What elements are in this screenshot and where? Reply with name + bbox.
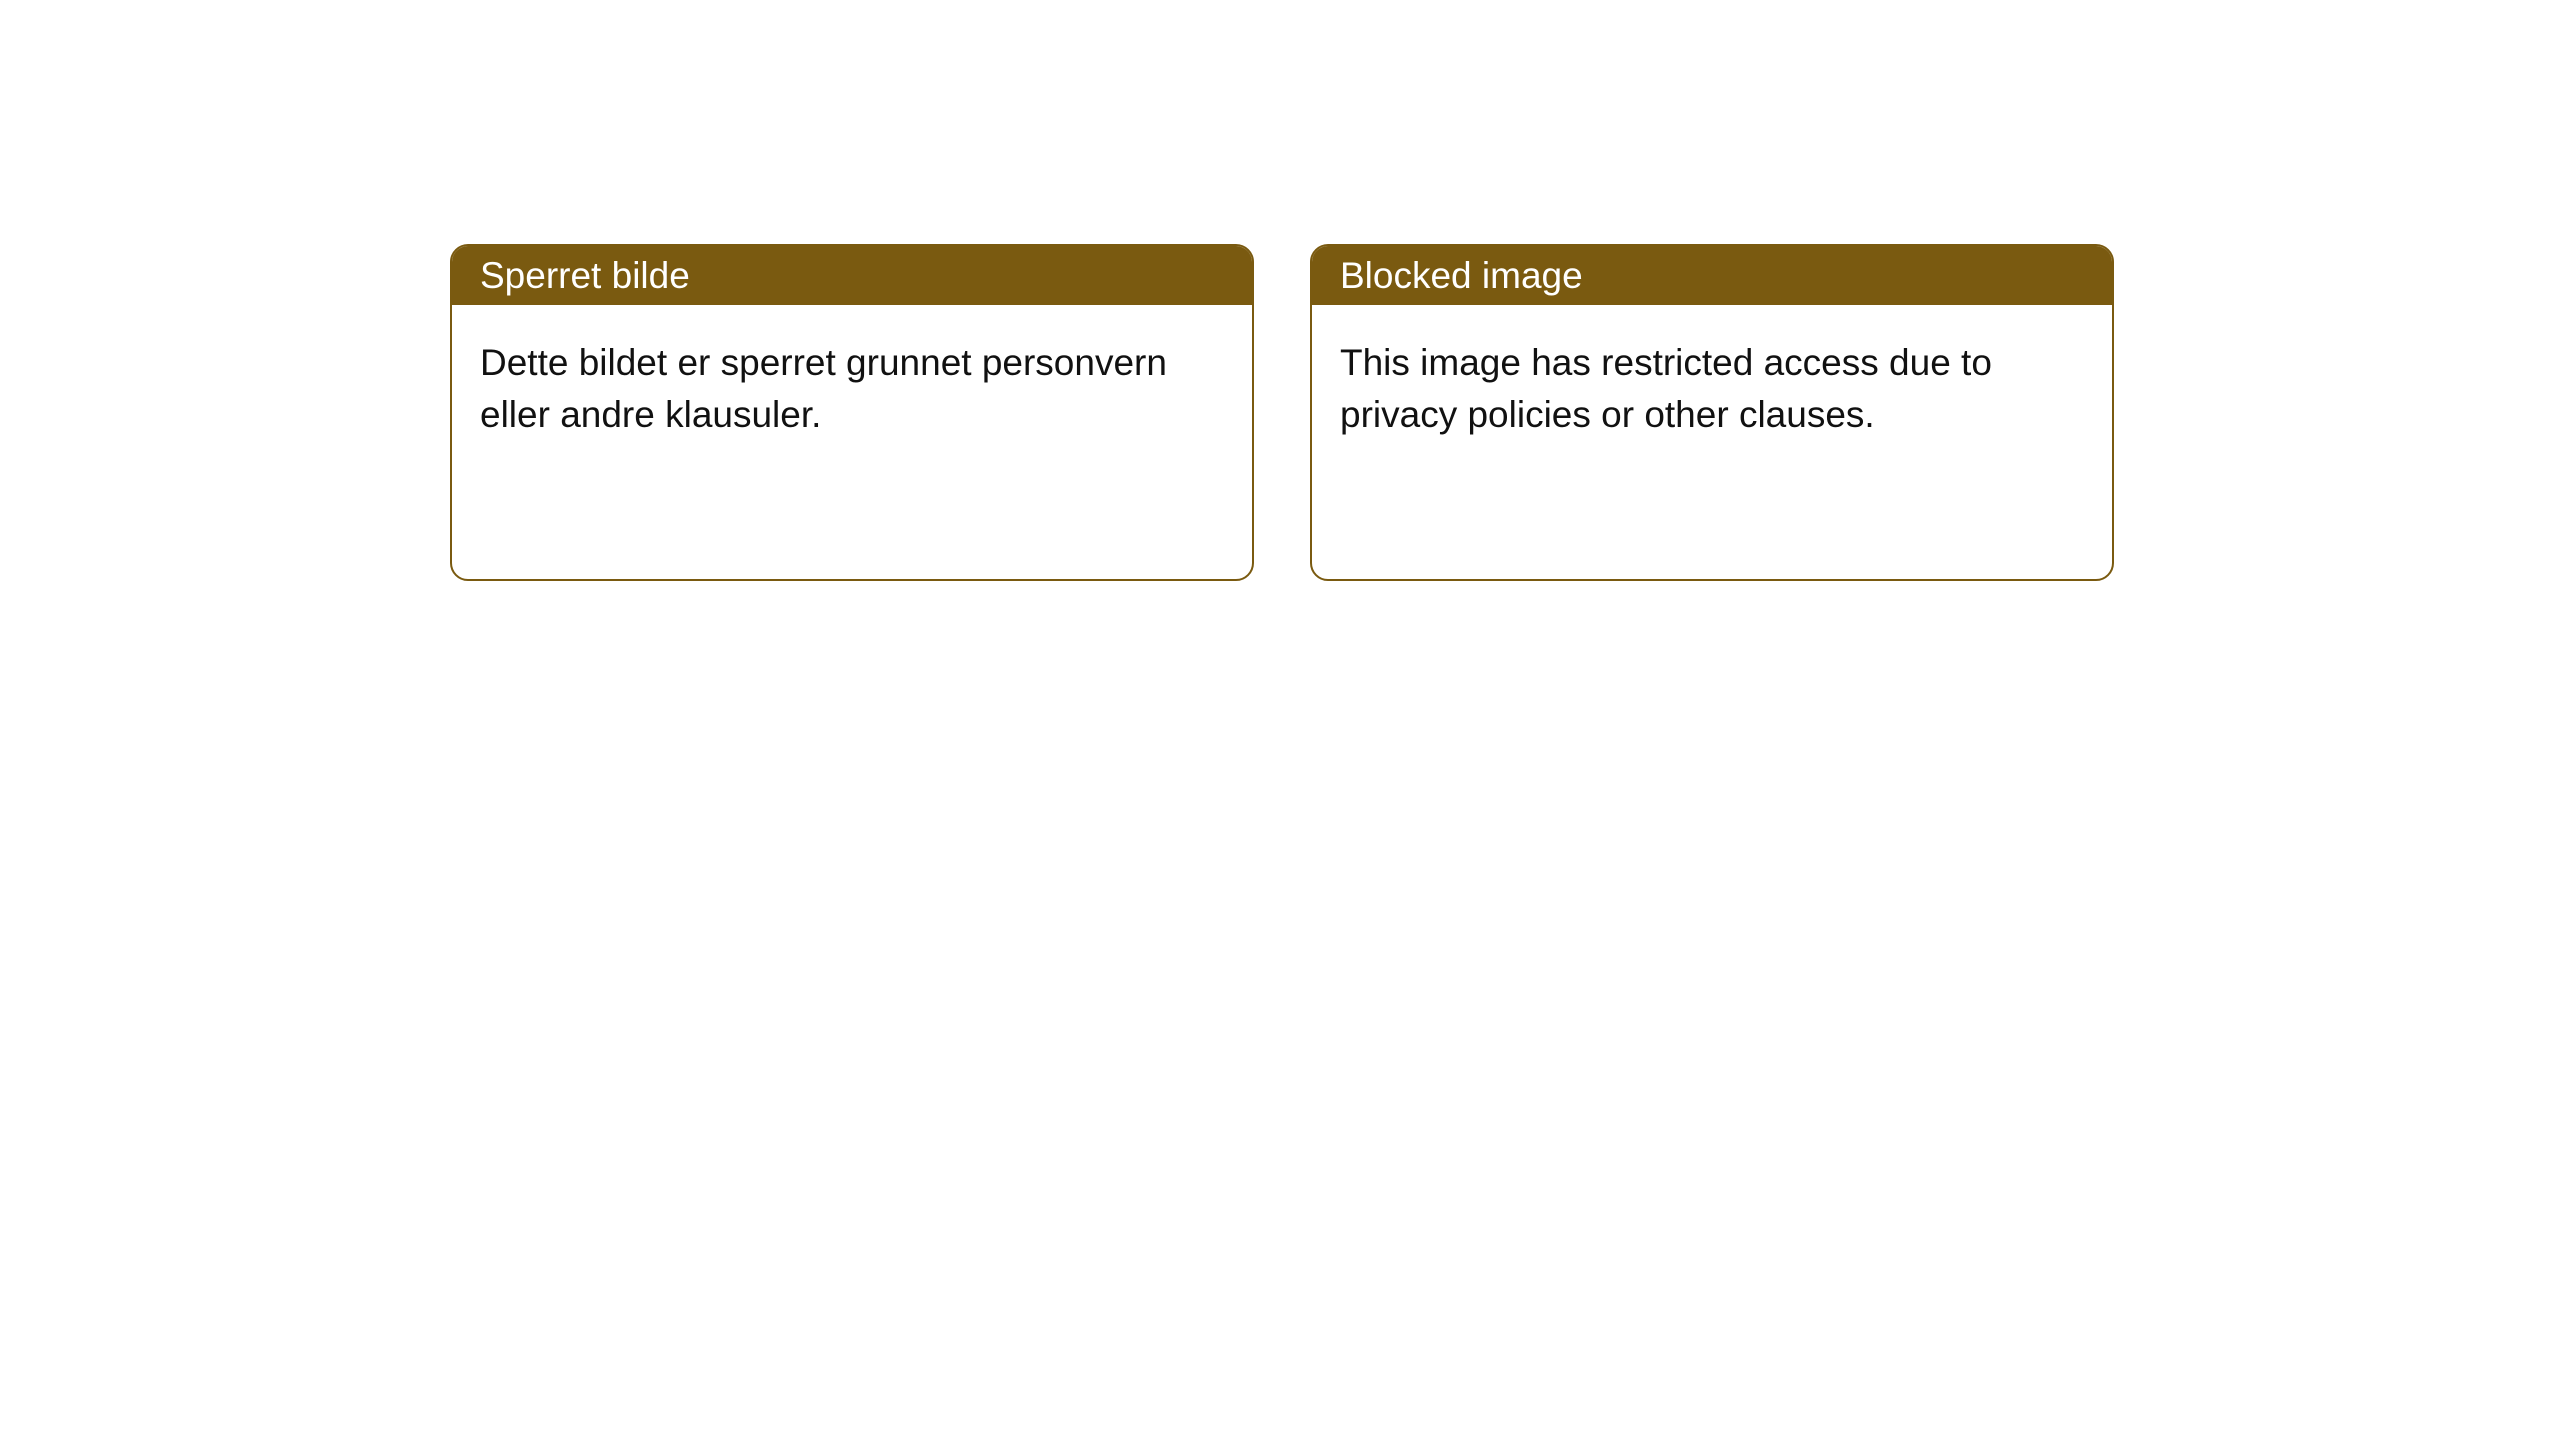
card-body: This image has restricted access due to … xyxy=(1312,305,2112,473)
blocked-image-card-en: Blocked image This image has restricted … xyxy=(1310,244,2114,581)
card-header: Sperret bilde xyxy=(452,246,1252,305)
card-title: Sperret bilde xyxy=(480,255,690,297)
card-body-text: Dette bildet er sperret grunnet personve… xyxy=(480,342,1167,435)
notice-container: Sperret bilde Dette bildet er sperret gr… xyxy=(0,0,2560,581)
card-header: Blocked image xyxy=(1312,246,2112,305)
card-body-text: This image has restricted access due to … xyxy=(1340,342,1992,435)
card-title: Blocked image xyxy=(1340,255,1583,297)
blocked-image-card-no: Sperret bilde Dette bildet er sperret gr… xyxy=(450,244,1254,581)
card-body: Dette bildet er sperret grunnet personve… xyxy=(452,305,1252,473)
